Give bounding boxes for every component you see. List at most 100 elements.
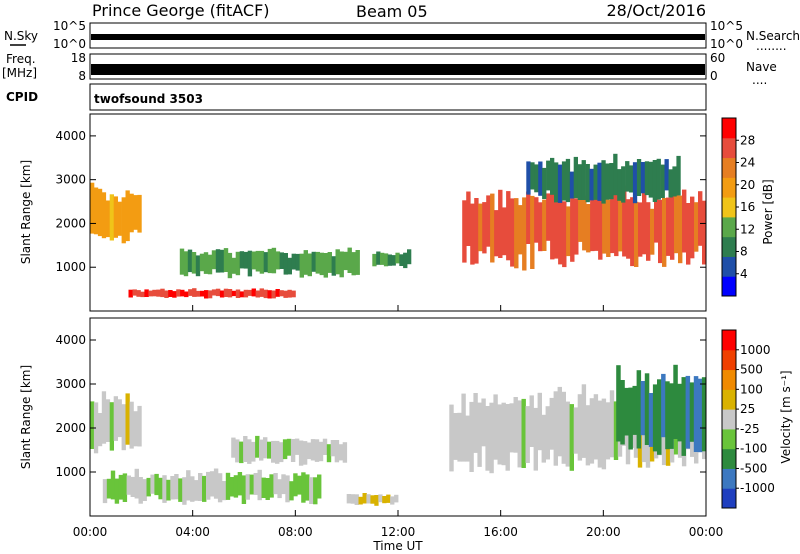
heatmap-cell	[251, 251, 257, 270]
heatmap-cell	[243, 289, 249, 298]
heatmap-cell	[237, 472, 243, 496]
heatmap-cell	[626, 199, 631, 259]
heatmap-cell	[183, 251, 189, 277]
heatmap-cell	[525, 406, 530, 463]
heatmap-cell	[613, 401, 619, 460]
heatmap-cell	[267, 441, 272, 459]
heatmap-cell	[617, 169, 622, 201]
heatmap-cell	[313, 477, 318, 505]
heatmap-cell	[166, 479, 171, 501]
heatmap-cell	[323, 253, 328, 278]
heatmap-cell	[202, 475, 207, 502]
heatmap-cell	[594, 183, 599, 251]
heatmap-cell	[129, 193, 134, 233]
heatmap-cell	[650, 208, 655, 255]
heatmap-cell	[243, 251, 249, 269]
heatmap-cell	[178, 478, 183, 502]
velocity-y-axis: 1000 2000 3000 4000	[55, 333, 706, 479]
colorbar-segment	[722, 488, 736, 509]
y-tick-label: 4000	[55, 333, 86, 347]
heatmap-cell	[279, 252, 284, 269]
heatmap-cell	[514, 198, 519, 269]
heatmap-cell	[105, 399, 111, 442]
heatmap-cell	[701, 377, 707, 452]
heatmap-cell	[505, 404, 510, 471]
heatmap-cell	[255, 290, 260, 298]
heatmap-cell	[195, 255, 201, 277]
heatmap-cell	[461, 393, 466, 462]
heatmap-cell	[105, 200, 111, 238]
heatmap-cell	[570, 197, 575, 262]
heatmap-cell	[213, 468, 219, 499]
heatmap-cell	[529, 395, 534, 447]
heatmap-cell	[287, 289, 292, 298]
heatmap-cell	[660, 164, 665, 198]
heatmap-cell	[374, 495, 379, 506]
heatmap-cell	[582, 195, 587, 251]
heatmap-cell	[622, 185, 627, 257]
heatmap-cell	[206, 471, 211, 500]
freq-strip-frame	[89, 53, 707, 80]
heatmap-cell	[144, 289, 149, 297]
power-heatmap	[90, 153, 707, 299]
heatmap-cell	[640, 381, 646, 436]
heatmap-cell	[203, 252, 209, 274]
colorbar-tick-label: 16	[740, 200, 755, 214]
heatmap-cell	[636, 370, 642, 449]
heatmap-cell	[271, 290, 276, 299]
heatmap-cell	[172, 291, 177, 298]
heatmap-cell	[346, 494, 351, 504]
colorbar-tick-label: 1000	[740, 343, 771, 357]
heatmap-cell	[125, 190, 130, 242]
heatmap-cell	[672, 166, 677, 197]
heatmap-cell	[90, 401, 95, 449]
heatmap-cell	[678, 195, 683, 264]
heatmap-cell	[577, 164, 582, 200]
heatmap-cell	[302, 441, 308, 465]
colorbar-tick-label: 20	[740, 178, 755, 192]
heatmap-cell	[160, 288, 165, 298]
heatmap-cell	[465, 415, 470, 462]
heatmap-cell	[102, 479, 108, 504]
heatmap-cell	[646, 202, 651, 261]
x-tick-label: 00:00	[689, 525, 724, 539]
heatmap-cell	[593, 394, 599, 460]
heatmap-cell	[265, 478, 270, 500]
heatmap-cell	[249, 474, 254, 495]
heatmap-cell	[702, 200, 707, 265]
heatmap-cell	[605, 402, 611, 460]
heatmap-cell	[589, 168, 594, 201]
heatmap-cell	[90, 182, 95, 234]
heatmap-cell	[327, 252, 332, 273]
heatmap-cell	[538, 202, 543, 252]
heatmap-cell	[164, 290, 169, 298]
heatmap-cell	[158, 477, 163, 500]
heatmap-cell	[253, 473, 258, 495]
velocity-heatmap	[90, 364, 707, 506]
y-tick-label: 2000	[55, 216, 86, 230]
heatmap-cell	[239, 441, 244, 464]
heatmap-cell	[382, 496, 387, 504]
x-axis: 00:00 04:00 08:00 12:00 16:00 20:00 00:00	[73, 305, 724, 539]
heatmap-cell	[283, 253, 288, 275]
heatmap-cell	[676, 155, 681, 196]
heatmap-cell	[616, 365, 621, 442]
heatmap-cell	[295, 253, 300, 271]
heatmap-cell	[386, 494, 391, 503]
heatmap-cell	[339, 251, 344, 278]
heatmap-cell	[286, 438, 292, 456]
x-axis-label: Time UT	[372, 539, 423, 553]
heatmap-cell	[338, 444, 344, 461]
heatmap-cell	[569, 404, 574, 471]
colorbar-segment	[722, 276, 736, 297]
heatmap-cell	[130, 476, 135, 497]
heatmap-cell	[394, 494, 399, 503]
heatmap-cell	[545, 406, 550, 460]
nave-dots: ....	[752, 73, 767, 87]
colorbar-segment	[722, 197, 736, 218]
heatmap-cell	[199, 253, 205, 272]
heatmap-cell	[101, 192, 107, 239]
heatmap-cell	[298, 440, 304, 466]
freq-bottom: 8	[78, 69, 86, 83]
